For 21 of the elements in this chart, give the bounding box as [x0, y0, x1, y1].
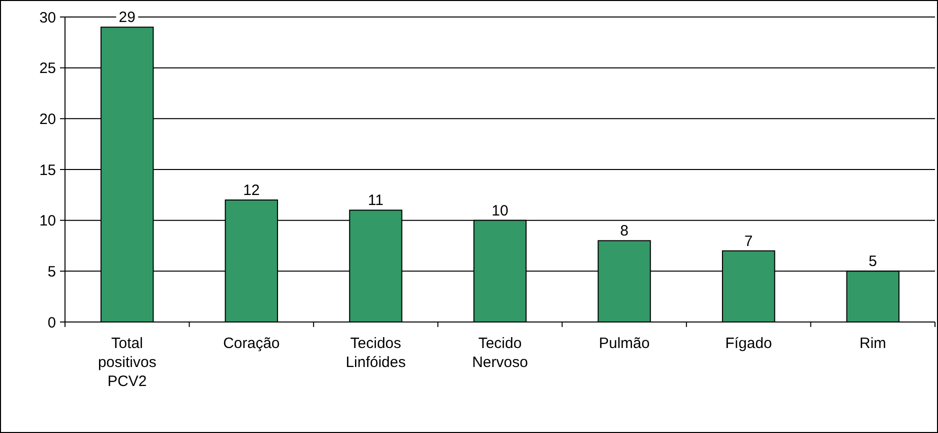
data-label: 10: [492, 202, 508, 220]
y-tick-label: 0: [48, 314, 56, 332]
y-tick-label: 25: [39, 60, 56, 78]
x-tick-label: Fígado: [725, 335, 772, 352]
y-tick-label: 20: [39, 110, 56, 128]
y-tick-label: 30: [39, 9, 56, 26]
y-tick-label: 10: [39, 212, 56, 230]
x-tick-label: Tecido Nervoso: [472, 335, 528, 371]
x-tick-label: Rim: [860, 335, 886, 352]
data-label: 7: [744, 232, 753, 250]
x-tick-label: Coração: [223, 335, 280, 352]
data-label: 29: [118, 9, 136, 26]
data-label: 12: [243, 182, 260, 199]
x-tick-label: Pulmão: [598, 335, 650, 352]
x-tick-label: Total positivos PCV2: [98, 335, 156, 390]
data-label: 5: [868, 253, 878, 270]
data-label: 8: [620, 222, 628, 240]
x-tick-label: Tecidos Linfóides: [346, 335, 406, 371]
y-tick-label: 15: [39, 162, 56, 179]
y-tick-label: 5: [48, 263, 56, 280]
data-label: 11: [368, 192, 384, 210]
